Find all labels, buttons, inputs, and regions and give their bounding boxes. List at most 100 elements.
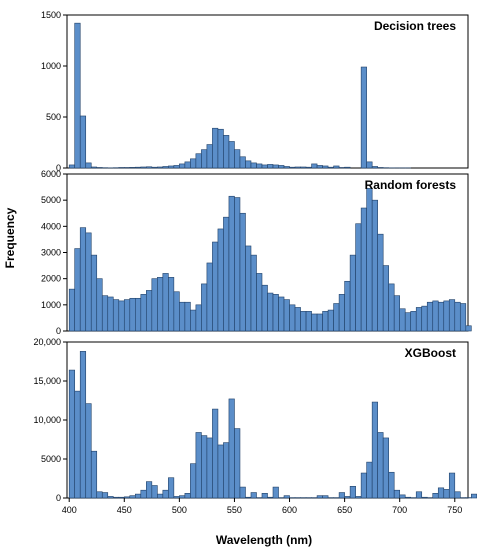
- histogram-bar: [234, 197, 241, 332]
- histogram-bar: [162, 166, 169, 169]
- y-tick-label: 0: [56, 326, 61, 336]
- histogram-bar: [305, 311, 312, 332]
- histogram-bar: [245, 496, 252, 499]
- histogram-bar: [360, 472, 367, 499]
- histogram-bar: [168, 277, 175, 332]
- histogram-bar: [151, 485, 158, 499]
- histogram-bar: [382, 437, 389, 499]
- histogram-bar: [250, 162, 257, 169]
- histogram-bar: [129, 297, 136, 332]
- histogram-bar: [135, 166, 142, 169]
- histogram-bar: [322, 165, 329, 169]
- histogram-bar: [79, 351, 87, 499]
- histogram-bar: [349, 254, 356, 332]
- panel-title: Random forests: [365, 178, 457, 192]
- histogram-bar: [388, 471, 395, 499]
- histogram-bar: [267, 292, 274, 332]
- histogram-bar: [300, 166, 307, 169]
- histogram-bar: [157, 166, 164, 169]
- x-tick-label: 600: [282, 505, 297, 515]
- histogram-bar: [256, 273, 263, 332]
- histogram-bar: [90, 450, 98, 499]
- histogram-bar: [118, 496, 125, 499]
- y-tick-label: 500: [46, 112, 61, 122]
- y-tick-label: 1000: [41, 300, 61, 310]
- histogram-bar: [190, 463, 197, 499]
- x-axis-title: Wavelength (nm): [216, 533, 312, 547]
- histogram-bar: [267, 496, 274, 499]
- x-tick-label: 700: [392, 505, 407, 515]
- y-tick-label: 6000: [41, 169, 61, 179]
- histogram-bar: [393, 489, 401, 499]
- histogram-bar: [173, 496, 180, 499]
- histogram-bar: [223, 442, 230, 499]
- histogram-bar: [382, 265, 389, 332]
- histogram-bar: [228, 398, 235, 499]
- histogram-bar: [234, 149, 241, 169]
- histogram-bar: [123, 299, 131, 332]
- histogram-bar: [283, 166, 290, 169]
- histogram-bar: [96, 167, 103, 169]
- histogram-bar: [68, 369, 76, 499]
- histogram-bar: [245, 245, 252, 332]
- histogram-bar: [272, 294, 279, 332]
- histogram-bar: [454, 491, 461, 499]
- histogram-bar: [112, 299, 120, 332]
- histogram-bar: [371, 401, 378, 499]
- y-tick-label: 3000: [41, 248, 61, 258]
- histogram-bar: [85, 403, 92, 499]
- y-tick-label: 0: [56, 493, 61, 503]
- histogram-bar: [96, 278, 103, 332]
- histogram-bar: [338, 294, 345, 332]
- y-tick-label: 5000: [41, 195, 61, 205]
- histogram-bar: [129, 167, 136, 169]
- histogram-bar: [322, 495, 329, 499]
- histogram-bar: [201, 149, 208, 169]
- histogram-bar: [448, 299, 456, 332]
- y-tick-label: 1000: [41, 61, 61, 71]
- histogram-bar: [212, 241, 219, 332]
- panel-frame: [66, 341, 469, 499]
- histogram-bar: [470, 493, 477, 499]
- histogram-bar: [261, 164, 268, 169]
- histogram-bar: [195, 432, 202, 499]
- histogram-bar: [179, 163, 186, 169]
- histogram-bar: [173, 291, 180, 332]
- histogram-bar: [140, 166, 147, 169]
- histogram-bar: [344, 280, 351, 332]
- histogram-bar: [432, 493, 439, 499]
- histogram-bar: [239, 212, 246, 332]
- histogram-bar: [366, 161, 373, 169]
- histogram-bar: [206, 437, 213, 499]
- histogram-bar: [168, 477, 175, 499]
- histogram-bar: [366, 461, 373, 499]
- histogram-bar: [294, 166, 301, 169]
- histogram-bar: [212, 408, 219, 499]
- histogram-bar: [443, 300, 450, 332]
- histogram-bar: [300, 311, 307, 332]
- y-tick-label: 2000: [41, 274, 61, 284]
- histogram-bar: [123, 496, 131, 499]
- histogram-bar: [305, 166, 312, 169]
- histogram-bar: [283, 299, 290, 332]
- histogram-bar: [415, 307, 423, 332]
- histogram-bar: [322, 311, 329, 332]
- histogram-bar: [206, 262, 213, 332]
- histogram-bar: [437, 301, 445, 332]
- histogram-bar: [377, 167, 384, 169]
- histogram-bar: [245, 160, 252, 169]
- histogram-bar: [112, 496, 120, 499]
- histogram-bar: [399, 308, 406, 332]
- histogram-bar: [228, 195, 235, 332]
- histogram-bar: [68, 288, 76, 332]
- histogram-bar: [74, 390, 81, 499]
- histogram-bar: [195, 304, 202, 332]
- histogram-bar: [355, 496, 362, 499]
- histogram-bar: [272, 164, 279, 169]
- histogram-bar: [146, 290, 153, 332]
- histogram-bar: [454, 301, 461, 332]
- histogram-bar: [195, 153, 202, 169]
- panel-frame: [66, 14, 469, 169]
- panel-title: XGBoost: [405, 346, 456, 360]
- y-tick-label: 10,000: [33, 415, 61, 425]
